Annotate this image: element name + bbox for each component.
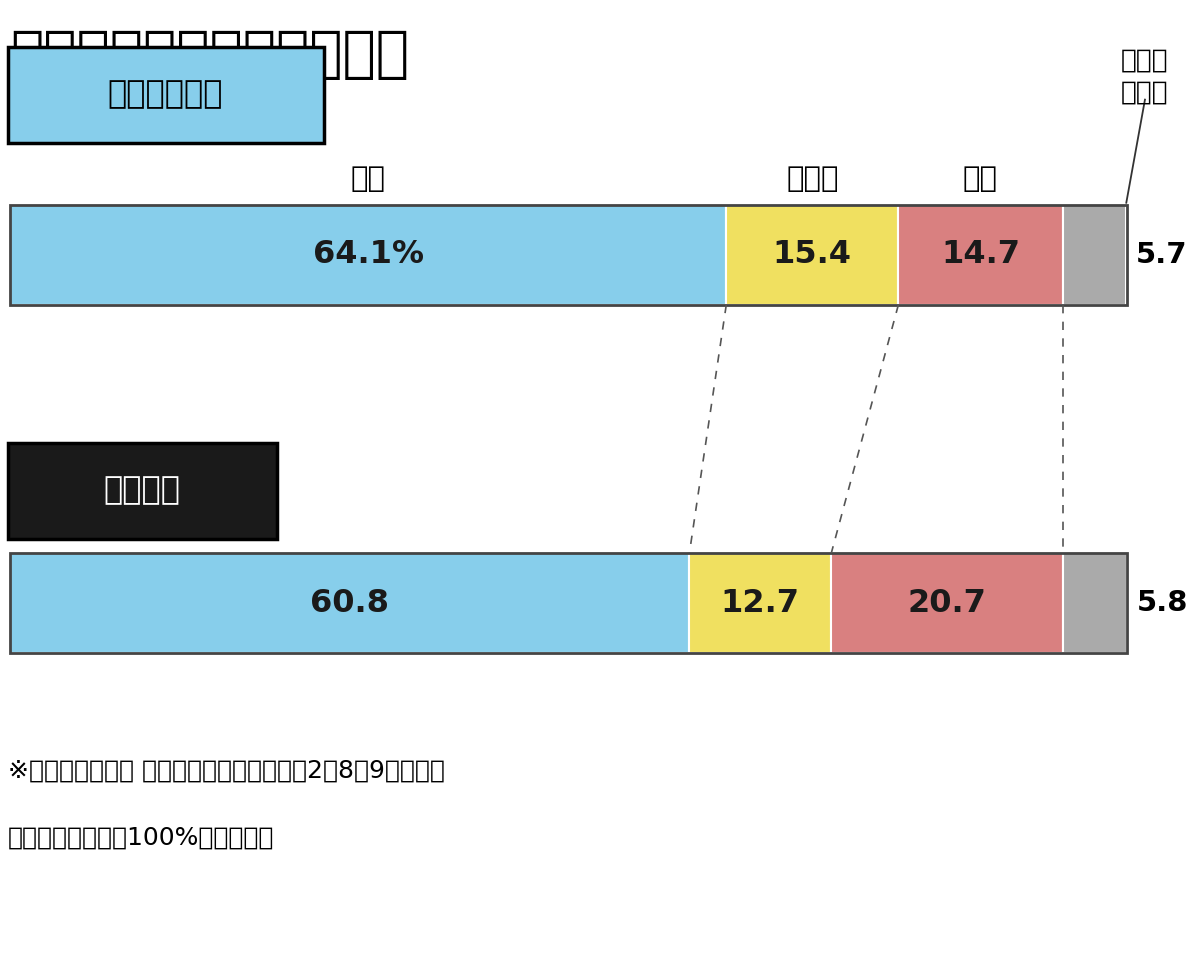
Text: 15.4: 15.4 bbox=[773, 239, 852, 271]
Bar bbox=[726, 205, 899, 305]
Bar bbox=[689, 553, 832, 653]
Bar bbox=[10, 205, 726, 305]
FancyBboxPatch shape bbox=[7, 443, 277, 538]
Text: 電話: 電話 bbox=[350, 166, 385, 194]
Bar bbox=[1063, 553, 1128, 653]
Text: 5.7: 5.7 bbox=[1135, 241, 1187, 269]
Text: メール: メール bbox=[786, 166, 839, 194]
Text: 14.7: 14.7 bbox=[941, 239, 1020, 271]
Bar bbox=[10, 553, 1128, 653]
Bar bbox=[10, 553, 689, 653]
Bar bbox=[899, 205, 1063, 305]
Text: ２年卒者: ２年卒者 bbox=[103, 476, 181, 507]
Text: 内定通知を受けた連絡手段: 内定通知を受けた連絡手段 bbox=[10, 28, 409, 82]
Text: 対面: 対面 bbox=[962, 166, 998, 194]
Text: 20.7: 20.7 bbox=[907, 587, 986, 618]
Text: 60.8: 60.8 bbox=[311, 587, 389, 618]
Bar bbox=[10, 205, 1128, 305]
Text: 令和３年卒者: 令和３年卒者 bbox=[108, 79, 223, 111]
Text: 四捨五入のため、100%にならない: 四捨五入のため、100%にならない bbox=[7, 825, 274, 849]
Text: ※キャリタス就活 学生モニター調査（令和2年8〜9月実施）: ※キャリタス就活 学生モニター調査（令和2年8〜9月実施） bbox=[7, 758, 444, 782]
Bar bbox=[1063, 205, 1127, 305]
Text: 12.7: 12.7 bbox=[721, 587, 800, 618]
Text: 郵送、
その他: 郵送、 その他 bbox=[1121, 47, 1169, 105]
Text: 5.8: 5.8 bbox=[1136, 589, 1188, 617]
FancyBboxPatch shape bbox=[7, 47, 324, 143]
Bar bbox=[832, 553, 1063, 653]
Text: 64.1%: 64.1% bbox=[313, 239, 424, 271]
